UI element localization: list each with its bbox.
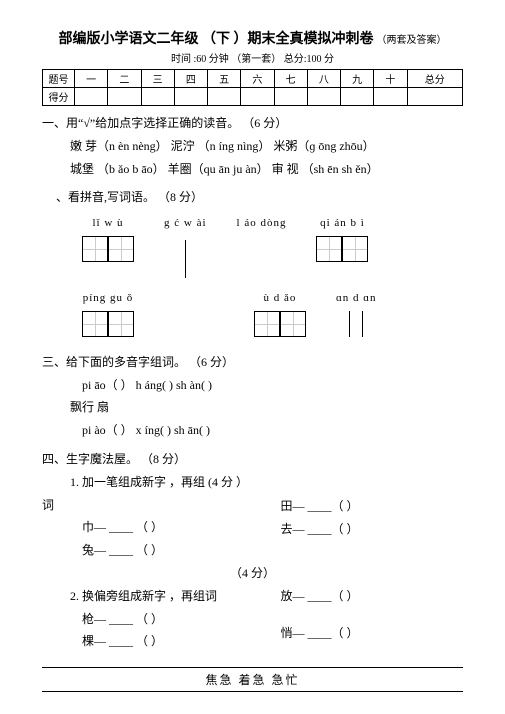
q4-heading: 四、生字魔法屋。 （8 分）: [42, 448, 463, 471]
q4-sub2: 2. 换偏旁组成新字 ，再组词: [42, 585, 253, 608]
title-main: 部编版小学语文二年级 （下 ）期末全真模拟冲刺卷: [59, 32, 374, 47]
q2: 、看拼音,写词语。 （8 分） lǐ w ù g ć w ài l áo dòn…: [42, 186, 463, 344]
cell: 六: [241, 70, 274, 88]
q3-mid: 飘行 扇: [42, 396, 463, 419]
score-table: 题号 一 二 三 四 五 六 七 八 九 十 总分 得分: [42, 69, 463, 106]
cell: 七: [274, 70, 307, 88]
q1-line1: 嫩 芽（n èn nèng） 泥泞 （n íng nìng） 米粥（ɡ ōng …: [42, 135, 463, 158]
cell: 题号: [43, 70, 75, 88]
divider: [185, 240, 186, 278]
stubs: [343, 311, 369, 345]
cell: [374, 88, 407, 106]
cell: 九: [341, 70, 374, 88]
cell: 二: [108, 70, 141, 88]
q3-heading: 三、给下面的多音字组词。 （6 分）: [42, 351, 463, 374]
pygroup: [164, 288, 224, 345]
q2-row1: lǐ w ù g ć w ài l áo dòng qi án b ì: [42, 213, 463, 278]
cell: [274, 88, 307, 106]
pinyin: l áo dòng: [237, 213, 287, 234]
cell: [75, 88, 108, 106]
pinyin: lǐ w ù: [92, 213, 123, 234]
q4-left2: 兔— ____ （ ）: [42, 539, 253, 562]
pinyin: qi án b ì: [320, 213, 365, 234]
pinyin: ɑn d ɑn: [336, 288, 377, 309]
cell: [407, 88, 463, 106]
pinyin: g ć w ài: [164, 213, 207, 234]
table-row: 题号 一 二 三 四 五 六 七 八 九 十 总分: [43, 70, 463, 88]
cell: [208, 88, 241, 106]
cell: 八: [307, 70, 340, 88]
title-sub: （两套及答案）: [377, 35, 447, 46]
q1-heading: 一、用“√”给加点字选择正确的读音。 （6 分）: [42, 112, 463, 135]
tianzige: [82, 236, 134, 262]
page-title: 部编版小学语文二年级 （下 ）期末全真模拟冲刺卷 （两套及答案）: [42, 28, 463, 48]
q4-left4: 棵— ____ （ ）: [42, 630, 253, 653]
q4: 四、生字魔法屋。 （8 分） 1. 加一笔组成新字 ，再组 (4 分 ） 词 巾…: [42, 448, 463, 653]
q1-line2: 城堡 （b ǎo b āo） 羊圈（qu ān ju àn） 审 视 （sh ē…: [42, 158, 463, 181]
q4-sub1b: 词: [42, 494, 253, 517]
q4-midscore: （4 分）: [42, 562, 463, 585]
tianzige: [254, 311, 306, 337]
pygroup: l áo dòng: [237, 213, 287, 278]
footer-box: 焦急 着急 急忙: [42, 667, 463, 692]
pinyin: ù d ǎo: [264, 288, 297, 309]
pygroup: qi án b ì: [316, 213, 368, 278]
pygroup: g ć w ài: [164, 213, 207, 278]
cell: [174, 88, 207, 106]
cell: 得分: [43, 88, 75, 106]
cell: 总分: [407, 70, 463, 88]
cell: 十: [374, 70, 407, 88]
q4-right2: 去— ____（ ）: [253, 518, 464, 541]
cell: [307, 88, 340, 106]
cell: 一: [75, 70, 108, 88]
q3-line1: pi āo（ ） h áng( ) sh àn( ): [42, 374, 463, 397]
pygroup: ɑn d ɑn: [336, 288, 377, 345]
table-row: 得分: [43, 88, 463, 106]
q1: 一、用“√”给加点字选择正确的读音。 （6 分） 嫩 芽（n èn nèng） …: [42, 112, 463, 180]
q2-row2: píng gu ǒ ù d ǎo ɑn d ɑn: [42, 288, 463, 345]
pygroup: lǐ w ù: [82, 213, 134, 278]
cell: [241, 88, 274, 106]
q4-right3: 放— ____（ ）: [253, 585, 464, 608]
q3-line2: pi ào（ ） x íng( ) sh ān( ): [42, 419, 463, 442]
q4-right4: 悄— ____（ ）: [253, 622, 464, 645]
tianzige: [82, 311, 134, 337]
q2-heading: 、看拼音,写词语。 （8 分）: [42, 186, 463, 209]
cell: 五: [208, 70, 241, 88]
q4-right1: 田— ____（ ）: [253, 495, 464, 518]
meta-line: 时间 :60 分钟 （第一套） 总分:100 分: [42, 50, 463, 65]
cell: [141, 88, 174, 106]
pygroup: píng gu ǒ: [82, 288, 134, 345]
cell: 三: [141, 70, 174, 88]
q4-left1: 巾— ____ （ ）: [42, 516, 253, 539]
q4-sub1: 1. 加一笔组成新字 ，再组 (4 分 ）: [42, 471, 253, 494]
cell: [108, 88, 141, 106]
cell: [341, 88, 374, 106]
tianzige: [316, 236, 368, 262]
q3: 三、给下面的多音字组词。 （6 分） pi āo（ ） h áng( ) sh …: [42, 351, 463, 442]
pinyin: píng gu ǒ: [83, 288, 134, 309]
q4-left3: 枪— ____ （ ）: [42, 608, 253, 631]
pygroup: ù d ǎo: [254, 288, 306, 345]
cell: 四: [174, 70, 207, 88]
